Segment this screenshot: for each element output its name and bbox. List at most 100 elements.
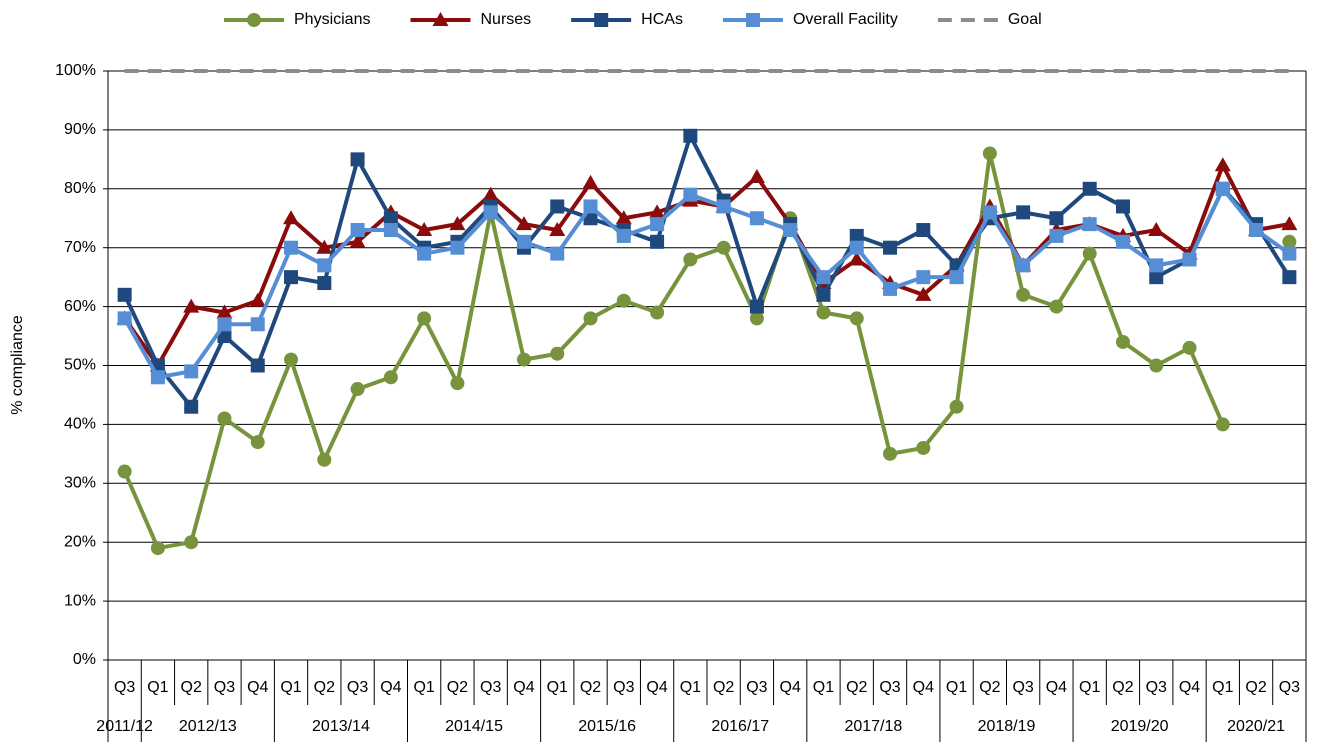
data-point — [450, 376, 465, 391]
x-tick-label: Q4 — [1046, 679, 1067, 696]
data-point — [716, 240, 731, 255]
x-group-label: 2015/16 — [578, 718, 636, 735]
data-point — [1214, 157, 1231, 172]
data-point — [1115, 234, 1130, 249]
x-tick-label: Q3 — [746, 679, 767, 696]
x-group-label: 2014/15 — [445, 718, 503, 735]
data-point — [250, 435, 265, 450]
data-point — [748, 169, 765, 184]
data-point — [1149, 258, 1164, 273]
x-tick-label: Q3 — [347, 679, 368, 696]
legend-label: Overall Facility — [793, 11, 898, 28]
data-point — [317, 258, 332, 273]
y-tick-label: 90% — [64, 121, 96, 138]
data-point — [749, 211, 764, 226]
data-point — [250, 317, 265, 332]
data-point — [1182, 252, 1197, 267]
x-tick-label: Q3 — [879, 679, 900, 696]
x-tick-label: Q3 — [1012, 679, 1033, 696]
x-tick-label: Q2 — [846, 679, 867, 696]
y-tick-label: 50% — [64, 357, 96, 374]
data-point — [982, 205, 997, 220]
data-point — [1115, 199, 1130, 214]
data-point — [417, 246, 432, 261]
legend-label: Goal — [1008, 11, 1042, 28]
legend-label: Physicians — [294, 11, 370, 28]
data-point — [417, 311, 432, 326]
series-line — [125, 153, 1290, 548]
data-point — [349, 233, 366, 248]
data-point — [317, 452, 332, 467]
data-point — [283, 210, 300, 225]
y-tick-label: 30% — [64, 475, 96, 492]
data-point — [1016, 205, 1031, 220]
data-point — [1049, 211, 1064, 226]
data-point — [1115, 334, 1130, 349]
y-tick-label: 20% — [64, 533, 96, 550]
y-axis-label: % compliance — [9, 315, 26, 415]
y-tick-label: 70% — [64, 239, 96, 256]
data-point — [1082, 217, 1097, 232]
data-point — [683, 128, 698, 143]
x-tick-label: Q2 — [1245, 679, 1266, 696]
data-point — [1016, 258, 1031, 273]
data-point — [284, 240, 299, 255]
data-point — [816, 270, 831, 285]
data-point — [350, 152, 365, 167]
y-tick-label: 40% — [64, 416, 96, 433]
data-point — [649, 204, 666, 219]
data-point — [849, 228, 864, 243]
data-point — [117, 311, 132, 326]
x-tick-label: Q1 — [547, 679, 568, 696]
data-point — [716, 199, 731, 214]
x-tick-label: Q3 — [480, 679, 501, 696]
data-point — [483, 205, 498, 220]
x-tick-label: Q1 — [1212, 679, 1233, 696]
data-point — [883, 446, 898, 461]
x-tick-label: Q4 — [780, 679, 801, 696]
x-tick-label: Q4 — [247, 679, 268, 696]
data-point — [616, 293, 631, 308]
data-point — [816, 287, 831, 302]
data-point — [582, 174, 599, 189]
y-tick-label: 60% — [64, 298, 96, 315]
data-point — [383, 370, 398, 385]
x-tick-label: Q1 — [280, 679, 301, 696]
data-point — [1016, 287, 1031, 302]
legend-marker — [594, 13, 609, 27]
legend-label: HCAs — [641, 11, 683, 28]
data-point — [249, 292, 266, 307]
data-point — [1082, 246, 1097, 261]
x-tick-label: Q3 — [613, 679, 634, 696]
data-point — [949, 399, 964, 414]
data-point — [650, 234, 665, 249]
data-point — [1049, 228, 1064, 243]
data-point — [749, 299, 764, 314]
data-point — [117, 464, 132, 479]
data-point — [217, 411, 232, 426]
data-point — [416, 222, 433, 237]
x-tick-label: Q3 — [1146, 679, 1167, 696]
data-point — [482, 186, 499, 201]
data-point — [1182, 340, 1197, 355]
x-tick-label: Q2 — [314, 679, 335, 696]
data-point — [450, 240, 465, 255]
data-point — [883, 240, 898, 255]
data-point — [915, 286, 932, 301]
data-point — [383, 223, 398, 238]
x-tick-label: Q2 — [181, 679, 202, 696]
data-point — [550, 199, 565, 214]
y-tick-label: 10% — [64, 592, 96, 609]
x-group-label: 2019/20 — [1111, 718, 1169, 735]
x-tick-label: Q1 — [946, 679, 967, 696]
legend-label: Nurses — [480, 11, 531, 28]
data-point — [1249, 223, 1264, 238]
x-tick-label: Q1 — [680, 679, 701, 696]
legend-marker — [247, 13, 261, 27]
data-point — [849, 311, 864, 326]
legend-marker — [432, 12, 449, 26]
data-point — [183, 298, 200, 313]
data-point — [184, 535, 199, 550]
data-point — [783, 223, 798, 238]
